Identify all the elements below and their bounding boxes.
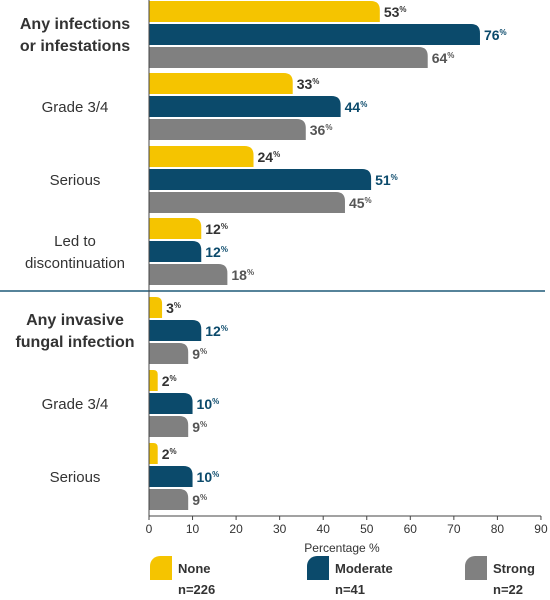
data-label: 76%	[484, 27, 507, 43]
data-label: 24%	[258, 149, 281, 165]
category-label: Serious	[50, 469, 101, 486]
bar-strong	[149, 119, 306, 140]
bar-moderate	[149, 393, 193, 414]
x-tick-label: 0	[146, 522, 153, 536]
data-label: 3%	[166, 300, 181, 316]
legend-swatch	[150, 556, 172, 580]
x-tick-label: 50	[360, 522, 374, 536]
data-label: 36%	[310, 122, 333, 138]
legend-n-count: n=41	[335, 582, 365, 597]
category-label: or infestations	[20, 38, 130, 55]
x-tick-label: 80	[491, 522, 505, 536]
legend-label: None	[178, 561, 211, 576]
legend-label: Moderate	[335, 561, 393, 576]
x-tick-label: 60	[404, 522, 418, 536]
data-label: 51%	[375, 172, 398, 188]
legend-swatch	[465, 556, 487, 580]
bar-moderate	[149, 169, 372, 190]
data-label: 2%	[162, 446, 177, 462]
data-label: 12%	[205, 221, 228, 237]
bar-none	[149, 443, 158, 464]
bar-strong	[149, 192, 345, 213]
legend-label: Strong	[493, 561, 535, 576]
category-label: Serious	[50, 172, 101, 189]
category-label: Any infections	[20, 16, 130, 33]
data-label: 9%	[192, 346, 207, 362]
bar-moderate	[149, 96, 341, 117]
category-label: Led to	[54, 233, 96, 250]
category-label: Grade 3/4	[42, 396, 109, 413]
bar-none	[149, 73, 293, 94]
data-label: 9%	[192, 419, 207, 435]
category-label: Grade 3/4	[42, 99, 109, 116]
data-label: 10%	[197, 396, 220, 412]
bar-none	[149, 297, 163, 318]
x-tick-label: 70	[447, 522, 461, 536]
category-label: Any invasive	[26, 312, 124, 329]
bar-strong	[149, 416, 189, 437]
legend-n-count: n=226	[178, 582, 216, 597]
bar-moderate	[149, 466, 193, 487]
bar-moderate	[149, 241, 202, 262]
x-axis-title: Percentage %	[304, 541, 380, 555]
data-label: 33%	[297, 76, 320, 92]
data-label: 18%	[231, 267, 254, 283]
data-label: 45%	[349, 195, 372, 211]
bar-moderate	[149, 24, 480, 45]
bar-none	[149, 370, 158, 391]
bar-strong	[149, 264, 228, 285]
bar-none	[149, 218, 202, 239]
x-tick-label: 90	[534, 522, 548, 536]
legend-swatch	[307, 556, 329, 580]
data-label: 12%	[205, 244, 228, 260]
data-label: 12%	[205, 323, 228, 339]
x-tick-label: 30	[273, 522, 287, 536]
bar-none	[149, 1, 380, 22]
x-tick-label: 20	[229, 522, 243, 536]
data-label: 44%	[345, 99, 368, 115]
category-label: discontinuation	[25, 255, 125, 272]
legend-n-count: n=22	[493, 582, 523, 597]
bar-moderate	[149, 320, 202, 341]
bar-strong	[149, 489, 189, 510]
data-label: 9%	[192, 492, 207, 508]
bar-strong	[149, 47, 428, 68]
x-tick-label: 40	[317, 522, 331, 536]
data-label: 53%	[384, 4, 407, 20]
category-label: fungal infection	[15, 334, 134, 351]
x-tick-label: 10	[186, 522, 200, 536]
bar-strong	[149, 343, 189, 364]
data-label: 10%	[197, 469, 220, 485]
data-label: 2%	[162, 373, 177, 389]
bar-none	[149, 146, 254, 167]
data-label: 64%	[432, 50, 455, 66]
